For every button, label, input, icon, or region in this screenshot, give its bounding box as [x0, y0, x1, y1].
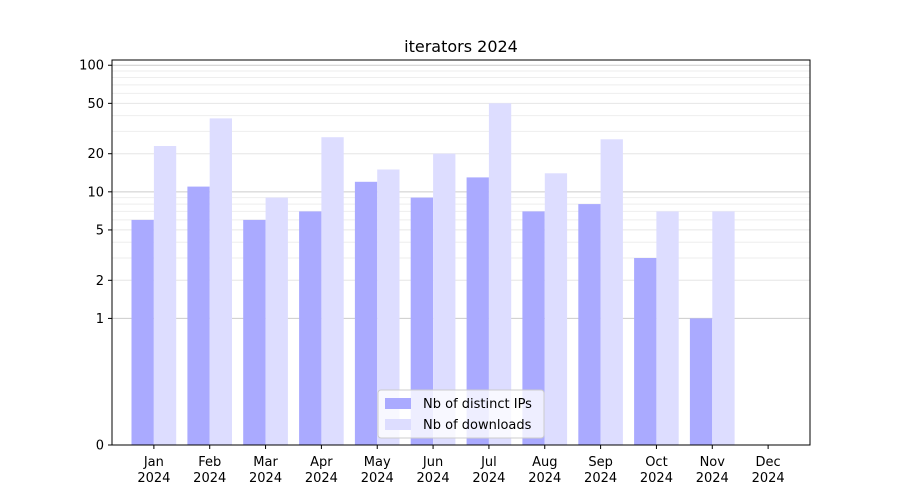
x-tick-label-month: Nov — [700, 455, 726, 470]
x-tick-label-month: Sep — [588, 455, 613, 470]
y-tick-label: 0 — [96, 439, 104, 454]
bar-distinct-ips — [466, 177, 489, 445]
x-tick-label-month: Oct — [645, 455, 667, 470]
x-tick-label-month: Feb — [198, 455, 221, 470]
y-tick-label: 20 — [87, 147, 104, 162]
x-tick-label-month: Apr — [310, 455, 333, 470]
plot-frame — [111, 59, 811, 446]
x-tick-label-year: 2024 — [361, 471, 394, 486]
y-axis: 0 1 2 5 10 20 50 100 — [79, 59, 112, 454]
x-tick-label-year: 2024 — [137, 471, 170, 486]
bar-distinct-ips — [689, 318, 713, 445]
y-tick-label: 10 — [87, 185, 104, 200]
bar-distinct-ips — [243, 219, 266, 445]
legend: Nb of distinct IPs Nb of downloads — [377, 389, 545, 439]
y-tick-label: 50 — [87, 97, 104, 112]
bar-downloads — [377, 169, 400, 445]
x-tick-label-year: 2024 — [305, 471, 338, 486]
x-tick-label-year: 2024 — [640, 471, 673, 486]
bars — [131, 103, 735, 446]
x-tick-label-month: May — [364, 455, 391, 470]
x-tick-label-year: 2024 — [249, 471, 282, 486]
bar-downloads — [656, 211, 679, 445]
bar-distinct-ips — [634, 258, 657, 445]
y-tick-label: 100 — [79, 59, 104, 74]
bar-distinct-ips — [187, 186, 210, 445]
bar-downloads — [433, 153, 456, 445]
bar-downloads — [600, 139, 623, 446]
bar-downloads — [209, 118, 232, 446]
y-tick-label: 5 — [96, 223, 104, 238]
y-tick-label: 1 — [96, 312, 104, 327]
x-tick-label-month: Jan — [143, 455, 164, 470]
x-tick-label-year: 2024 — [472, 471, 505, 486]
bar-downloads — [488, 103, 512, 446]
x-tick-label-month: Jun — [422, 455, 443, 470]
bar-distinct-ips — [299, 211, 322, 445]
x-tick-label-year: 2024 — [696, 471, 729, 486]
x-tick-label-month: Mar — [253, 455, 278, 470]
x-tick-label-year: 2024 — [584, 471, 617, 486]
legend-swatch-distinct-ips — [385, 398, 411, 409]
x-tick-label-year: 2024 — [417, 471, 450, 486]
bar-downloads — [265, 197, 288, 445]
bar-distinct-ips — [354, 181, 378, 446]
chart-title: iterators 2024 — [404, 37, 518, 56]
legend-label-downloads: Nb of downloads — [423, 418, 532, 433]
x-tick-label-month: Dec — [756, 455, 781, 470]
x-tick-label-year: 2024 — [752, 471, 785, 486]
x-tick-label-month: Aug — [532, 455, 557, 470]
bar-downloads — [712, 211, 735, 445]
bar-downloads — [153, 146, 177, 445]
legend-label-distinct-ips: Nb of distinct IPs — [423, 397, 532, 412]
legend-swatch-downloads — [385, 419, 411, 430]
bar-distinct-ips — [131, 219, 154, 445]
x-tick-label-month: Jul — [480, 455, 497, 470]
x-tick-label-year: 2024 — [528, 471, 561, 486]
x-axis: Jan2024Feb2024Mar2024Apr2024May2024Jun20… — [137, 445, 785, 486]
bar-distinct-ips — [578, 204, 601, 445]
bar-distinct-ips — [522, 211, 545, 445]
bar-downloads — [321, 137, 344, 445]
legend-box — [377, 389, 545, 439]
x-tick-label-year: 2024 — [193, 471, 226, 486]
bar-downloads — [544, 173, 568, 446]
y-tick-label: 2 — [96, 274, 104, 289]
bar-distinct-ips — [410, 197, 433, 445]
